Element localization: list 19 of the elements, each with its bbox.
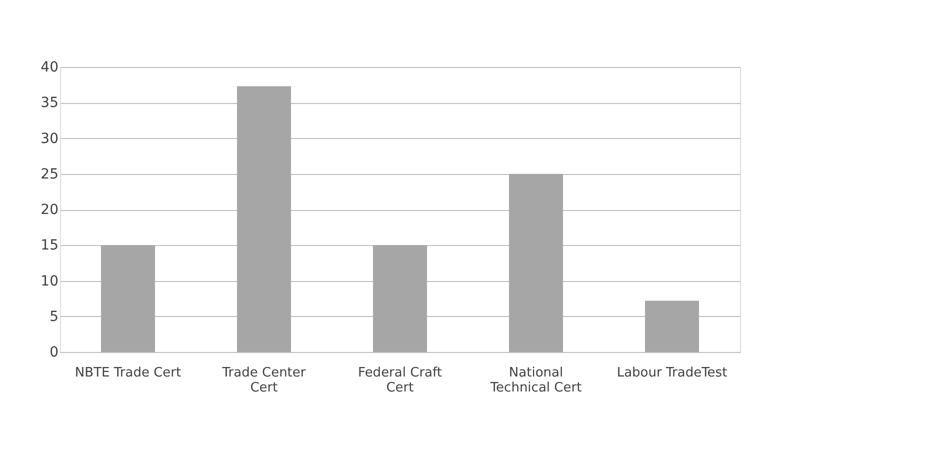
- x-tick-label: NBTE Trade Cert: [74, 366, 182, 380]
- y-tick-label: 35: [40, 95, 58, 112]
- bar: [373, 245, 427, 352]
- y-tick-label: 10: [40, 273, 58, 290]
- x-tick-label: Trade Center Cert: [221, 366, 306, 396]
- y-tick-label: 30: [40, 130, 58, 147]
- bar: [645, 300, 699, 352]
- bar: [509, 174, 563, 352]
- y-tick-label: 15: [40, 238, 58, 254]
- y-tick-label: 0: [50, 344, 58, 360]
- x-tick-label: National Technical Cert: [489, 366, 582, 396]
- x-tick-label: Federal Craft Cert: [358, 366, 442, 396]
- y-tick-label: 20: [40, 202, 58, 218]
- y-tick-label: 25: [40, 166, 58, 182]
- bar: [237, 86, 291, 352]
- bar: [101, 245, 155, 352]
- x-tick-label: Labour TradeTest: [616, 366, 728, 380]
- y-tick-label: 40: [40, 60, 58, 76]
- y-tick-label: 5: [50, 308, 58, 325]
